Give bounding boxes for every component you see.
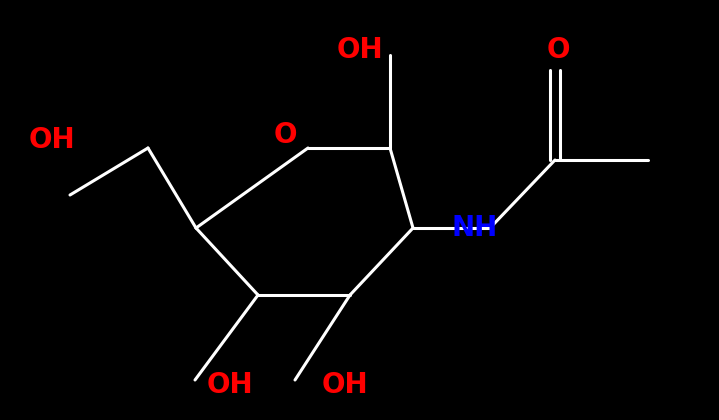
Text: OH: OH	[336, 36, 383, 64]
Text: OH: OH	[29, 126, 75, 154]
Text: O: O	[273, 121, 297, 149]
Text: NH: NH	[452, 214, 498, 242]
Text: OH: OH	[206, 371, 253, 399]
Text: O: O	[546, 36, 569, 64]
Text: OH: OH	[321, 371, 368, 399]
